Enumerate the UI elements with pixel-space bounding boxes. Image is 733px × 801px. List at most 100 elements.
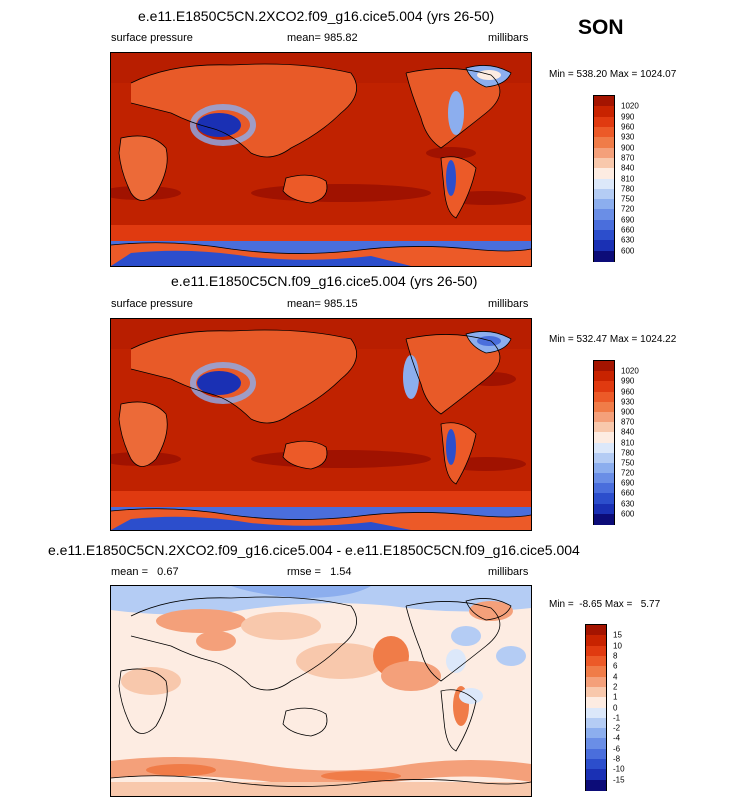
colorbar-swatch (594, 199, 614, 210)
colorbar-swatch (586, 666, 606, 678)
colorbar-swatch (594, 381, 614, 393)
colorbar-tick-label: 660 (621, 225, 635, 235)
panel-3-colorbar: 15 10 8 6 4 2 1 0 -1 -2 -4 -6 -8 -10 -15 (585, 624, 625, 791)
colorbar-swatch (586, 635, 606, 647)
panel-3-rmse-label: rmse = 1.54 (287, 566, 352, 578)
colorbar-tick-label: 750 (621, 194, 635, 204)
colorbar-swatch (594, 503, 614, 515)
colorbar-tick-label: 900 (621, 407, 635, 417)
panel-2-map (110, 318, 532, 531)
colorbar-swatch (586, 738, 606, 750)
colorbar-swatch (594, 422, 614, 433)
colorbar-swatch (594, 188, 614, 200)
panel-1-variable-label: surface pressure (111, 32, 193, 44)
colorbar-swatch (594, 493, 614, 505)
colorbar-tick-label: -1 (613, 713, 621, 723)
colorbar-tick-label: 630 (621, 499, 635, 509)
colorbar-swatch (586, 625, 606, 636)
colorbar-tick-label: -8 (613, 754, 621, 764)
colorbar-swatch (586, 759, 606, 770)
colorbar-tick-label: 0 (613, 703, 618, 712)
panel-1-colorbar: 1020 990 960 930 900 870 840 810 780 750 720 690 660… (593, 95, 639, 262)
colorbar-tick-label: 4 (613, 672, 618, 682)
colorbar-tick-label: 2 (613, 682, 618, 692)
colorbar-tick-label: 1020 (621, 101, 639, 111)
colorbar-swatch (586, 655, 606, 667)
colorbar-tick-label: 660 (621, 488, 635, 498)
colorbar-swatch (586, 728, 606, 739)
colorbar-tick-label: 720 (621, 468, 635, 478)
colorbar-swatch (586, 779, 606, 791)
colorbar-swatch (586, 769, 606, 781)
colorbar-swatch (586, 676, 606, 688)
colorbar-swatch (594, 96, 614, 107)
colorbar-swatch (594, 432, 614, 443)
colorbar-tick-label: 750 (621, 458, 635, 468)
colorbar-tick-label: 690 (621, 215, 635, 225)
colorbar-tick-label: 720 (621, 204, 635, 214)
panel-2-map-graphic (111, 319, 531, 530)
colorbar-tick-label: 10 (613, 641, 622, 651)
colorbar-tick-label: -6 (613, 744, 621, 754)
colorbar-swatch (586, 645, 606, 657)
colorbar-swatch (594, 473, 614, 484)
panel-3-units-label: millibars (488, 566, 529, 578)
panel-1-units-label: millibars (488, 32, 529, 44)
colorbar-swatch (586, 697, 606, 708)
colorbar-tick-label: 15 (613, 630, 622, 640)
colorbar-tick-label: 630 (621, 235, 635, 245)
colorbar-tick-label: 690 (621, 478, 635, 488)
panel-1-map-graphic (111, 53, 531, 266)
colorbar-tick-label: 810 (621, 438, 635, 447)
colorbar-swatch (594, 513, 614, 525)
colorbar-swatch (594, 209, 614, 221)
colorbar-swatch (586, 707, 606, 719)
panel-2-variable-label: surface pressure (111, 298, 193, 310)
colorbar-swatch (594, 168, 614, 179)
colorbar-tick-label: 8 (613, 651, 618, 661)
colorbar-swatch (594, 442, 614, 454)
colorbar-swatch (594, 411, 614, 423)
colorbar-tick-label: 900 (621, 143, 635, 153)
colorbar-tick-label: 600 (621, 509, 635, 519)
panel-3-map (110, 585, 532, 797)
colorbar-swatch (594, 230, 614, 241)
colorbar-swatch (594, 462, 614, 474)
panel-1-title: e.e11.E1850C5CN.2XCO2.f09_g16.cice5.004 … (138, 8, 495, 24)
colorbar-tick-label: 960 (621, 387, 635, 397)
panel-3-title: e.e11.E1850C5CN.2XCO2.f09_g16.cice5.004 … (48, 542, 580, 558)
colorbar-tick-label: 870 (621, 153, 635, 163)
colorbar-tick-label: 810 (621, 174, 635, 183)
colorbar-tick-label: 1 (613, 692, 618, 702)
season-label: SON (578, 16, 624, 39)
colorbar-swatch (594, 391, 614, 403)
colorbar-swatch (586, 717, 606, 729)
colorbar-tick-label: -15 (613, 775, 625, 785)
colorbar-swatch (594, 250, 614, 262)
colorbar-swatch (594, 361, 614, 372)
colorbar-swatch (594, 126, 614, 138)
panel-2-mean-label: mean= 985.15 (287, 298, 358, 310)
colorbar-swatch (594, 147, 614, 159)
panel-3-map-graphic (111, 586, 531, 796)
colorbar-swatch (594, 371, 614, 382)
colorbar-tick-label: 1020 (621, 366, 639, 376)
colorbar-tick-label: 990 (621, 376, 635, 386)
colorbar-tick-label: 840 (621, 427, 635, 437)
panel-2-units-label: millibars (488, 298, 529, 310)
colorbar-tick-label: 6 (613, 661, 618, 671)
colorbar-swatch (594, 240, 614, 252)
panel-2-colorbar: 1020 990 960 930 900 870 840 810 780 750 720 690 660… (593, 360, 639, 525)
panel-1-map (110, 52, 532, 267)
colorbar-swatch (594, 157, 614, 169)
panel-1-mean-label: mean= 985.82 (287, 32, 358, 44)
colorbar-tick-label: 780 (621, 448, 635, 458)
colorbar-swatch (594, 178, 614, 190)
colorbar-swatch (586, 686, 606, 698)
colorbar-tick-label: 870 (621, 417, 635, 427)
colorbar-swatch (594, 483, 614, 494)
colorbar-swatch (594, 219, 614, 231)
panel-2-minmax-label: Min = 532.47 Max = 1024.22 (549, 334, 677, 345)
colorbar-swatch (594, 401, 614, 413)
panel-2-title: e.e11.E1850C5CN.f09_g16.cice5.004 (yrs 2… (171, 273, 478, 289)
